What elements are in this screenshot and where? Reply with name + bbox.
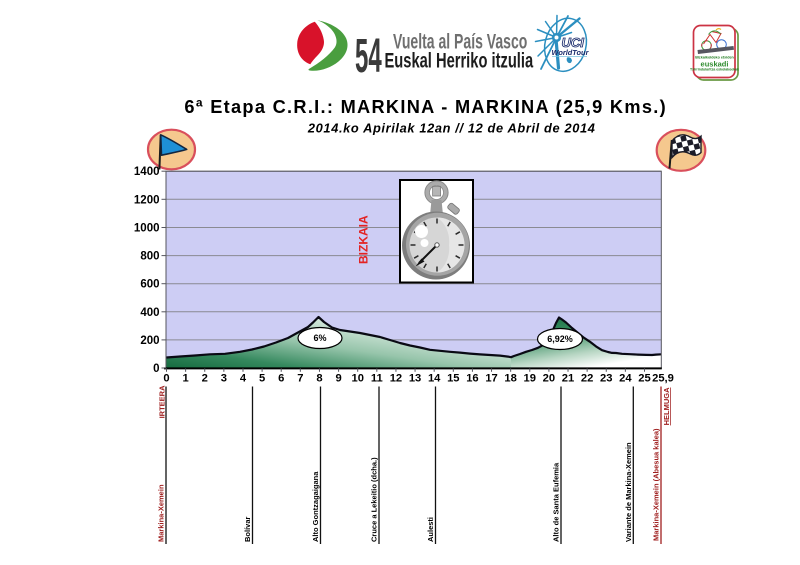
svg-text:9: 9 [335, 373, 341, 385]
svg-text:10: 10 [351, 373, 363, 385]
svg-text:19: 19 [524, 373, 536, 385]
svg-text:20: 20 [543, 373, 555, 385]
svg-text:25,9: 25,9 [652, 373, 674, 385]
svg-text:1: 1 [183, 373, 189, 385]
svg-text:5: 5 [259, 373, 265, 385]
svg-text:7: 7 [297, 373, 303, 385]
svg-text:400: 400 [140, 307, 159, 319]
svg-text:1000: 1000 [134, 222, 160, 234]
svg-text:Bizkaikoldeko etxiden: Bizkaikoldeko etxiden [695, 56, 734, 60]
svg-text:800: 800 [140, 251, 159, 263]
svg-text:WorldTour: WorldTour [552, 48, 590, 57]
svg-text:200: 200 [140, 335, 159, 347]
svg-text:6ª Etapa C.R.I.: MARKINA - MAR: 6ª Etapa C.R.I.: MARKINA - MARKINA (25,9… [184, 97, 667, 117]
svg-text:Alto Gontzagaigana: Alto Gontzagaigana [311, 471, 320, 542]
svg-text:8: 8 [316, 373, 322, 385]
svg-text:euskadi: euskadi [701, 59, 729, 68]
svg-text:3: 3 [221, 373, 227, 385]
svg-text:Variante de Markina-Xemein: Variante de Markina-Xemein [624, 442, 633, 542]
svg-text:2014.ko Apirilak 12an // 12 de: 2014.ko Apirilak 12an // 12 de Abril de … [307, 121, 596, 136]
svg-text:21: 21 [562, 373, 574, 385]
svg-text:1400: 1400 [134, 166, 160, 178]
svg-text:54: 54 [355, 30, 382, 83]
svg-text:18: 18 [504, 373, 516, 385]
svg-text:17: 17 [485, 373, 497, 385]
svg-text:4: 4 [240, 373, 247, 385]
svg-text:12: 12 [390, 373, 402, 385]
svg-text:Aulesti: Aulesti [426, 517, 435, 542]
svg-text:BIZKAIA: BIZKAIA [357, 215, 371, 264]
svg-text:Markina-Xemein (Abesua kalea): Markina-Xemein (Abesua kalea) [652, 428, 661, 541]
svg-text:1200: 1200 [134, 194, 160, 206]
svg-text:Bolívar: Bolívar [243, 516, 252, 542]
svg-text:15: 15 [447, 373, 459, 385]
svg-text:16: 16 [466, 373, 478, 385]
svg-text:11: 11 [371, 373, 383, 385]
svg-text:24: 24 [619, 373, 632, 385]
svg-text:Alto de Santa Eufemia: Alto de Santa Eufemia [552, 462, 561, 542]
svg-text:0: 0 [153, 363, 159, 375]
svg-text:25: 25 [638, 373, 650, 385]
svg-text:6%: 6% [313, 333, 326, 343]
svg-text:IRTEERA: IRTEERA [158, 385, 167, 419]
svg-text:Cruce a Lekeitio (dcha.): Cruce a Lekeitio (dcha.) [370, 457, 379, 542]
svg-text:6,92%: 6,92% [547, 334, 573, 344]
svg-text:2: 2 [202, 373, 208, 385]
svg-text:14: 14 [428, 373, 441, 385]
svg-text:HELMUGA: HELMUGA [662, 387, 671, 425]
svg-text:22: 22 [581, 373, 593, 385]
svg-text:Markina-Xemein: Markina-Xemein [157, 484, 166, 542]
svg-text:23: 23 [600, 373, 612, 385]
svg-text:0: 0 [163, 373, 169, 385]
svg-text:600: 600 [140, 279, 159, 291]
svg-text:UCI: UCI [562, 35, 585, 50]
svg-text:Txirrindularitza eskolakoekak: Txirrindularitza eskolakoekak [690, 67, 739, 71]
svg-text:Euskal Herriko itzulia: Euskal Herriko itzulia [385, 49, 534, 72]
svg-text:13: 13 [409, 373, 421, 385]
svg-text:6: 6 [278, 373, 284, 385]
svg-text:Vuelta al País Vasco: Vuelta al País Vasco [393, 30, 527, 54]
